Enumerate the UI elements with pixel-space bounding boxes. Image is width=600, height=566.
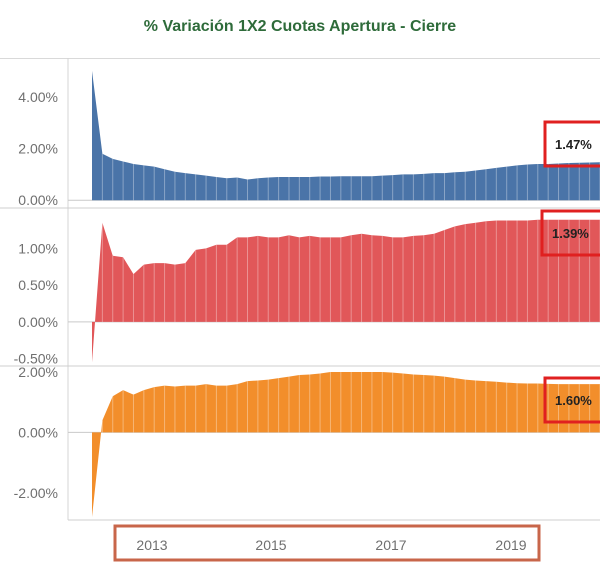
area-series-2 bbox=[92, 372, 600, 517]
y-tick-label: -0.50% bbox=[14, 351, 58, 367]
y-tick-label: 1.00% bbox=[18, 240, 58, 256]
callout-label-1: 1.47% bbox=[555, 137, 592, 152]
x-tick-label: 2013 bbox=[136, 537, 167, 553]
callout-box-X bbox=[540, 209, 600, 257]
x-tick-label: 2017 bbox=[375, 537, 406, 553]
y-tick-label: 0.50% bbox=[18, 277, 58, 293]
y-tick-label: 4.00% bbox=[18, 89, 58, 105]
y-tick-label: 0.00% bbox=[18, 192, 58, 208]
callout-label-X: 1.39% bbox=[552, 226, 589, 241]
x-tick-label: 2015 bbox=[255, 537, 286, 553]
x-tick-label: 2019 bbox=[495, 537, 526, 553]
callout-label-2: 1.60% bbox=[555, 393, 592, 408]
y-tick-label: 2.00% bbox=[18, 141, 58, 157]
callout-box-1 bbox=[543, 120, 600, 168]
area-series-1 bbox=[92, 70, 600, 201]
y-tick-label: 2.00% bbox=[18, 364, 58, 380]
y-tick-label: -2.00% bbox=[14, 485, 58, 501]
area-series-X bbox=[92, 219, 600, 363]
chart-title: % Variación 1X2 Cuotas Apertura - Cierre bbox=[143, 18, 457, 35]
title-bar: % Variación 1X2 Cuotas Apertura - Cierre bbox=[0, 0, 600, 59]
x-axis-highlight-box bbox=[113, 524, 541, 562]
callout-box-2 bbox=[543, 376, 600, 424]
y-tick-label: 0.00% bbox=[18, 314, 58, 330]
y-tick-label: 0.00% bbox=[18, 424, 58, 440]
